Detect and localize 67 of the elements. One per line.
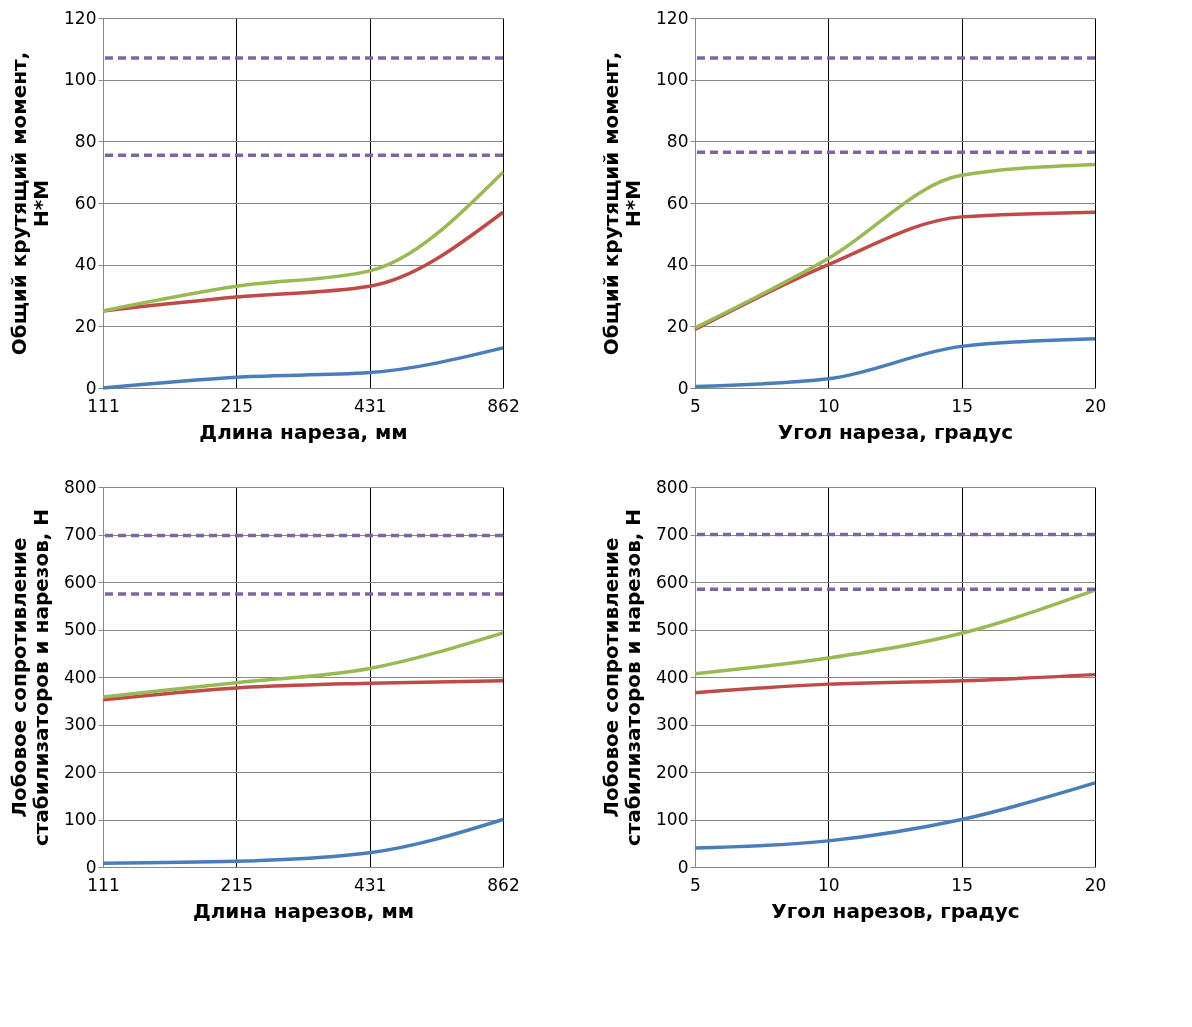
x-tick-label: 15 <box>951 874 973 895</box>
x-axis-title: Угол нареза, градус <box>777 419 1014 444</box>
y-tick-label: 700 <box>64 524 97 544</box>
y-tick-label: 100 <box>64 809 97 829</box>
y-tick-label: 0 <box>85 856 97 877</box>
y-tick-label: 0 <box>85 377 97 398</box>
y-tick-label: 80 <box>74 130 97 151</box>
y-tick-label: 200 <box>656 761 689 782</box>
y-axis-title: Лобовое сопротивление стабилизаторов и нарезов, Н <box>7 508 54 847</box>
x-tick-label: 5 <box>690 874 701 895</box>
y-tick-label: 80 <box>666 130 689 151</box>
y-tick-label: 500 <box>656 619 689 639</box>
line-series <box>101 346 505 390</box>
y-tick-label: 120 <box>656 7 689 28</box>
y-tick-label: 100 <box>64 69 97 90</box>
y-tick-label: 60 <box>74 192 97 213</box>
line-series <box>101 170 505 313</box>
line-series <box>693 336 1097 389</box>
x-tick-label: 431 <box>353 874 387 895</box>
y-tick-label: 0 <box>677 377 689 398</box>
y-tick-label: 200 <box>64 761 97 782</box>
y-axis-title: Общий крутящий момент, Н*М <box>599 51 646 356</box>
y-tick-label: 100 <box>656 809 689 829</box>
x-tick-label: 20 <box>1084 395 1107 416</box>
y-tick-label: 60 <box>666 192 689 213</box>
y-tick-label: 20 <box>666 315 689 336</box>
y-axis-title: Лобовое сопротивление стабилизаторов и нарезов, Н <box>599 508 646 847</box>
y-tick-label: 100 <box>656 69 689 90</box>
x-tick-label: 10 <box>818 874 840 895</box>
y-tick-label: 600 <box>656 571 689 592</box>
y-tick-label: 300 <box>64 714 97 734</box>
line-series <box>693 672 1097 695</box>
x-tick-label: 10 <box>818 395 840 416</box>
y-tick-label: 0 <box>677 856 689 877</box>
x-tick-label: 431 <box>353 395 387 416</box>
y-tick-label: 400 <box>64 666 97 687</box>
x-tick-label: 111 <box>87 395 120 416</box>
line-series <box>101 679 505 702</box>
y-tick-label: 500 <box>64 619 97 639</box>
y-axis-title: Общий крутящий момент, Н*М <box>7 51 54 356</box>
x-tick-label: 20 <box>1084 874 1107 895</box>
line-series <box>693 588 1097 676</box>
line-series <box>693 162 1097 330</box>
y-tick-label: 800 <box>64 476 97 497</box>
x-tick-label: 5 <box>690 395 701 416</box>
line-series <box>101 210 505 313</box>
y-tick-label: 20 <box>74 315 97 336</box>
y-tick-label: 400 <box>656 666 689 687</box>
y-tick-label: 700 <box>656 524 689 544</box>
y-tick-label: 600 <box>64 571 97 592</box>
y-tick-label: 120 <box>64 7 97 28</box>
x-axis-title: Длина нарезов, мм <box>192 898 415 923</box>
x-tick-label: 215 <box>220 874 254 895</box>
x-axis-title: Угол нарезов, градус <box>771 898 1020 923</box>
y-tick-label: 40 <box>666 254 689 275</box>
line-series <box>101 817 505 865</box>
x-tick-label: 215 <box>220 395 254 416</box>
x-tick-label: 15 <box>951 395 973 416</box>
x-axis-title: Длина нареза, мм <box>199 419 408 444</box>
line-series <box>101 631 505 699</box>
y-tick-label: 40 <box>74 254 97 275</box>
y-tick-label: 800 <box>656 476 689 497</box>
line-series <box>693 781 1097 850</box>
x-tick-label: 111 <box>87 874 120 895</box>
x-tick-label: 862 <box>487 874 520 895</box>
y-tick-label: 300 <box>656 714 689 734</box>
x-tick-label: 862 <box>487 395 520 416</box>
